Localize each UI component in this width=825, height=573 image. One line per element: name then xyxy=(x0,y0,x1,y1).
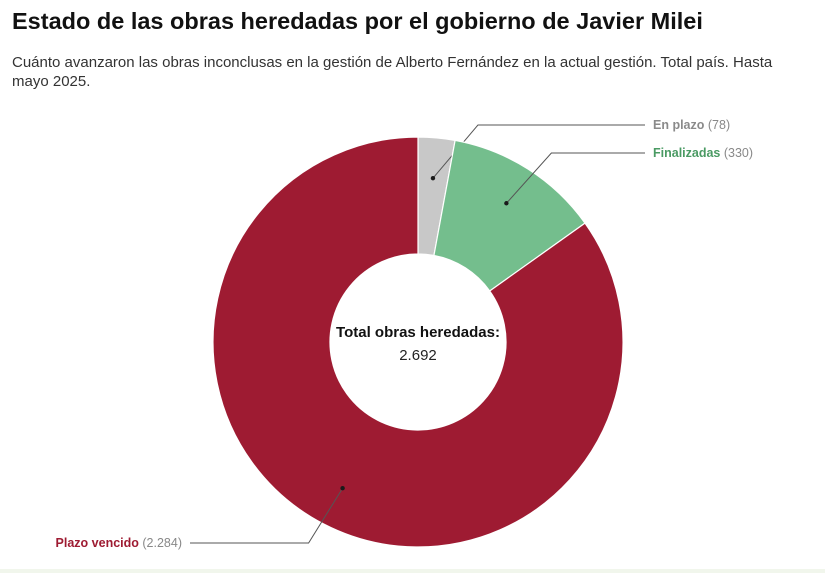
label-value-en-plazo: (78) xyxy=(704,118,730,132)
chart-title: Estado de las obras heredadas por el gob… xyxy=(12,8,703,34)
leader-dot-en-plazo xyxy=(430,175,436,181)
label-name-en-plazo: En plazo xyxy=(653,118,705,132)
leader-line-plazo-vencido xyxy=(190,487,344,544)
label-en-plazo: En plazo (78) xyxy=(653,118,730,132)
leader-line-en-plazo xyxy=(432,124,645,179)
donut-slice-finalizadas xyxy=(433,139,586,292)
label-name-plazo-vencido: Plazo vencido xyxy=(56,536,140,550)
label-name-finalizadas: Finalizadas xyxy=(653,146,720,160)
center-label: Total obras heredadas: xyxy=(336,324,500,341)
label-plazo-vencido: Plazo vencido (2.284) xyxy=(56,536,182,550)
chart-subtitle: Cuánto avanzaron las obras inconclusas e… xyxy=(12,54,773,90)
center-value: 2.692 xyxy=(399,347,437,364)
donut-slice-plazo-vencido xyxy=(212,136,624,548)
leader-dot-plazo-vencido xyxy=(340,486,345,491)
leader-line-finalizadas xyxy=(506,152,645,204)
label-finalizadas: Finalizadas (330) xyxy=(653,146,753,160)
label-value-plazo-vencido: (2.284) xyxy=(139,536,182,550)
leader-dot-finalizadas xyxy=(504,201,509,206)
bottom-divider xyxy=(0,569,825,573)
label-value-finalizadas: (330) xyxy=(720,146,753,160)
